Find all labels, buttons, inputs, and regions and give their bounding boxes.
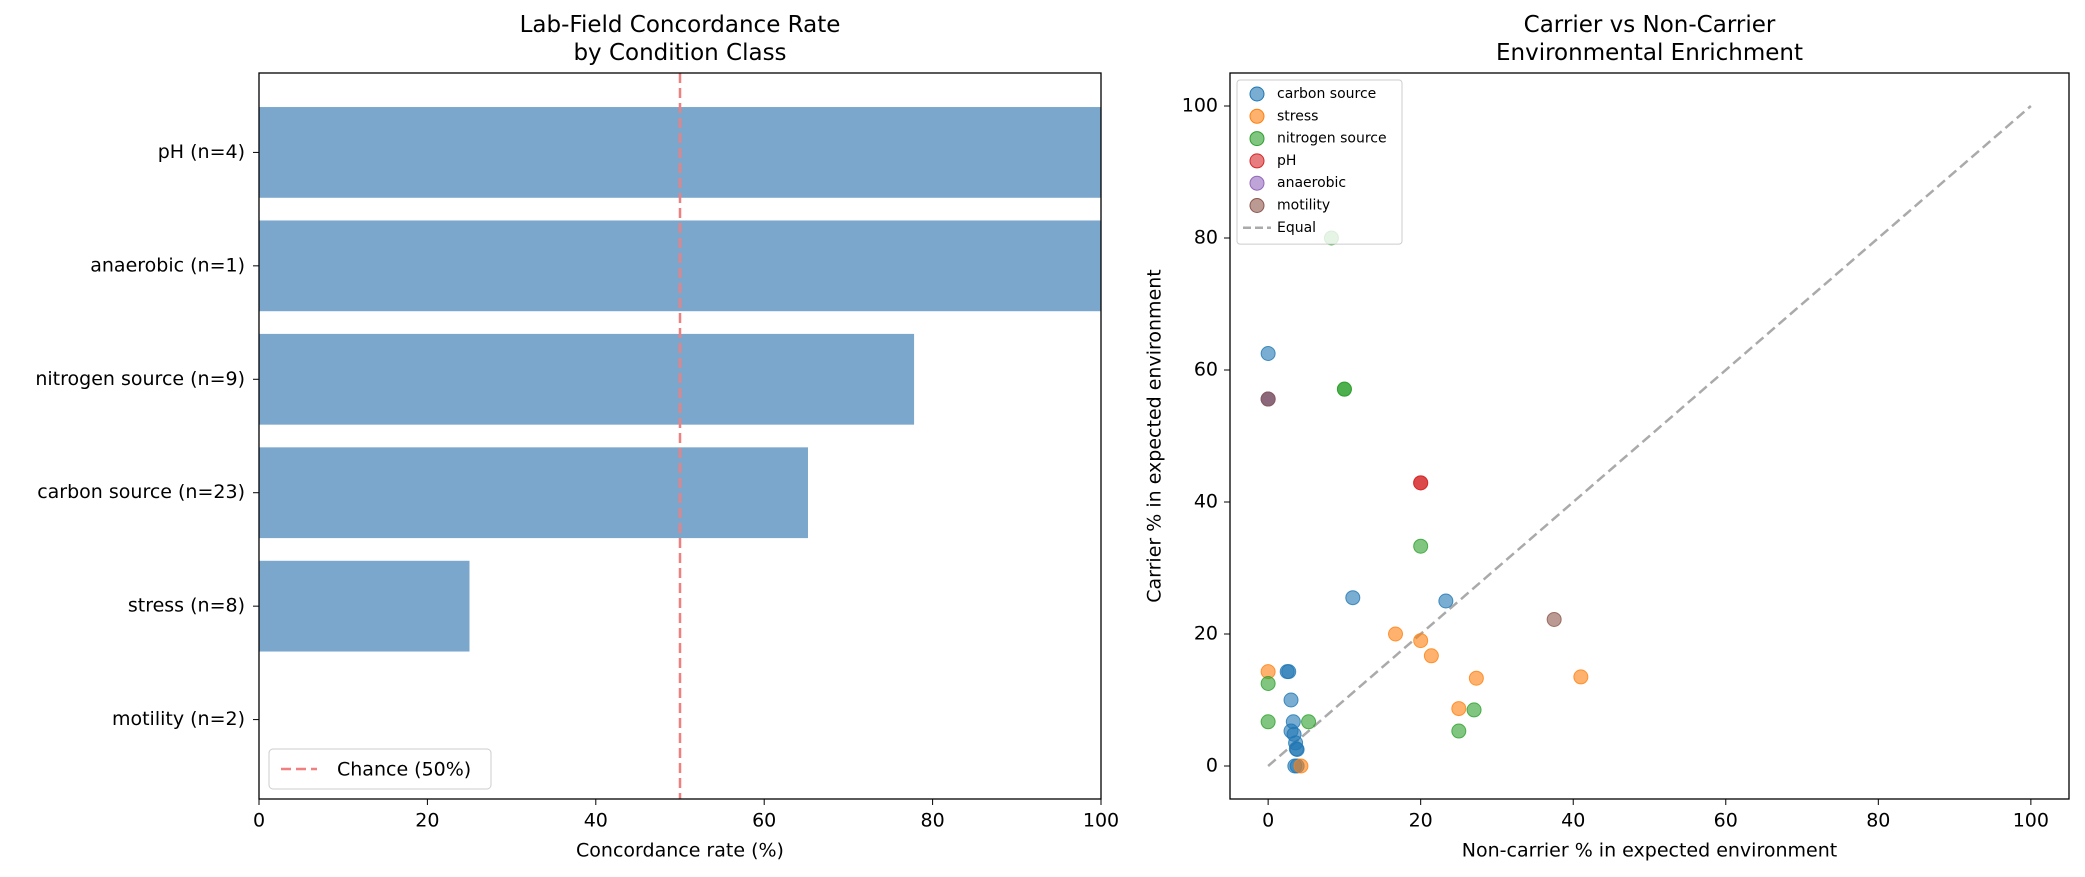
scatter-point bbox=[1413, 538, 1429, 554]
y-tick-label: 100 bbox=[1182, 95, 1218, 117]
x-tick-label: 20 bbox=[415, 810, 439, 832]
scatter-point bbox=[1336, 381, 1352, 397]
axes-frame bbox=[258, 72, 1102, 800]
legend-swatch bbox=[1249, 153, 1265, 169]
y-tick-label: 20 bbox=[1194, 623, 1218, 645]
y-tick-label: anaerobic (n=1) bbox=[90, 254, 245, 276]
y-tick-label: nitrogen source (n=9) bbox=[35, 368, 245, 390]
y-tick-label: carbon source (n=23) bbox=[37, 481, 245, 503]
scatter-point bbox=[1546, 611, 1562, 627]
scatter-point bbox=[1293, 758, 1309, 774]
legend-label: Chance (50%) bbox=[337, 759, 471, 781]
scatter-point bbox=[1438, 593, 1454, 609]
reference-line bbox=[1267, 105, 2032, 767]
chart-title: Carrier vs Non-Carrier Environmental Enri… bbox=[1496, 12, 1803, 66]
scatter-point bbox=[1466, 702, 1482, 718]
legend-box bbox=[268, 748, 492, 790]
y-tick-label: pH (n=4) bbox=[158, 141, 245, 163]
scatter-point bbox=[1260, 346, 1276, 361]
legend-swatch bbox=[1249, 108, 1265, 124]
x-tick-label: 40 bbox=[584, 810, 608, 832]
scatter-point bbox=[1260, 676, 1276, 691]
scatter-point bbox=[1423, 648, 1439, 664]
scatter-point bbox=[1301, 714, 1317, 730]
legend-swatch bbox=[1249, 86, 1265, 102]
x-tick-label: 60 bbox=[1714, 810, 1738, 832]
scatter-point bbox=[1413, 633, 1429, 649]
x-tick-label: 0 bbox=[1262, 810, 1274, 832]
legend-label: stress bbox=[1277, 108, 1318, 124]
x-tick-label: 80 bbox=[1866, 810, 1890, 832]
scatter-point bbox=[1260, 391, 1276, 407]
y-tick-label: 60 bbox=[1194, 359, 1218, 381]
scatter-point bbox=[1413, 475, 1429, 491]
scatter-point bbox=[1573, 669, 1589, 685]
legend-label: motility bbox=[1277, 198, 1330, 214]
scatter-point bbox=[1345, 590, 1361, 606]
y-axis-label: Carrier % in expected environment bbox=[1144, 269, 1166, 603]
x-tick-label: 100 bbox=[1083, 810, 1119, 832]
bar bbox=[259, 447, 808, 539]
scatter-point bbox=[1451, 701, 1467, 717]
scatter-point bbox=[1468, 670, 1484, 686]
scatter-point bbox=[1388, 626, 1404, 642]
legend-swatch bbox=[1249, 175, 1265, 191]
x-tick-label: 80 bbox=[921, 810, 945, 832]
legend-label: anaerobic bbox=[1277, 175, 1346, 191]
legend-label: nitrogen source bbox=[1277, 131, 1387, 147]
x-tick-label: 20 bbox=[1409, 810, 1433, 832]
scatter-point bbox=[1283, 692, 1299, 708]
legend-swatch bbox=[1249, 198, 1265, 213]
y-tick-label: 80 bbox=[1194, 227, 1218, 249]
y-tick-label: stress (n=8) bbox=[128, 595, 245, 617]
y-tick-label: motility (n=2) bbox=[112, 708, 245, 730]
legend-swatch bbox=[1249, 131, 1265, 147]
scatter-point bbox=[1260, 714, 1276, 730]
x-tick-label: 0 bbox=[253, 810, 265, 832]
x-axis-label: Concordance rate (%) bbox=[576, 840, 784, 862]
bar bbox=[259, 560, 470, 652]
legend-label: pH bbox=[1277, 153, 1296, 169]
scatter-point bbox=[1281, 664, 1297, 680]
axes-frame bbox=[1229, 72, 2070, 800]
legend-label: carbon source bbox=[1277, 86, 1376, 102]
x-tick-label: 40 bbox=[1561, 810, 1585, 832]
chart-title: Lab-Field Concordance Rate by Condition C… bbox=[520, 12, 841, 66]
x-tick-label: 60 bbox=[752, 810, 776, 832]
bar bbox=[259, 220, 1101, 312]
y-tick-label: 40 bbox=[1194, 491, 1218, 513]
legend-box bbox=[1236, 79, 1403, 245]
legend-label: Equal bbox=[1277, 220, 1316, 236]
bar bbox=[259, 333, 915, 425]
x-axis-label: Non-carrier % in expected environment bbox=[1462, 840, 1837, 862]
y-tick-label: 0 bbox=[1206, 755, 1218, 777]
x-tick-label: 100 bbox=[2013, 810, 2049, 832]
scatter-point bbox=[1289, 742, 1305, 757]
scatter-point bbox=[1451, 723, 1467, 739]
